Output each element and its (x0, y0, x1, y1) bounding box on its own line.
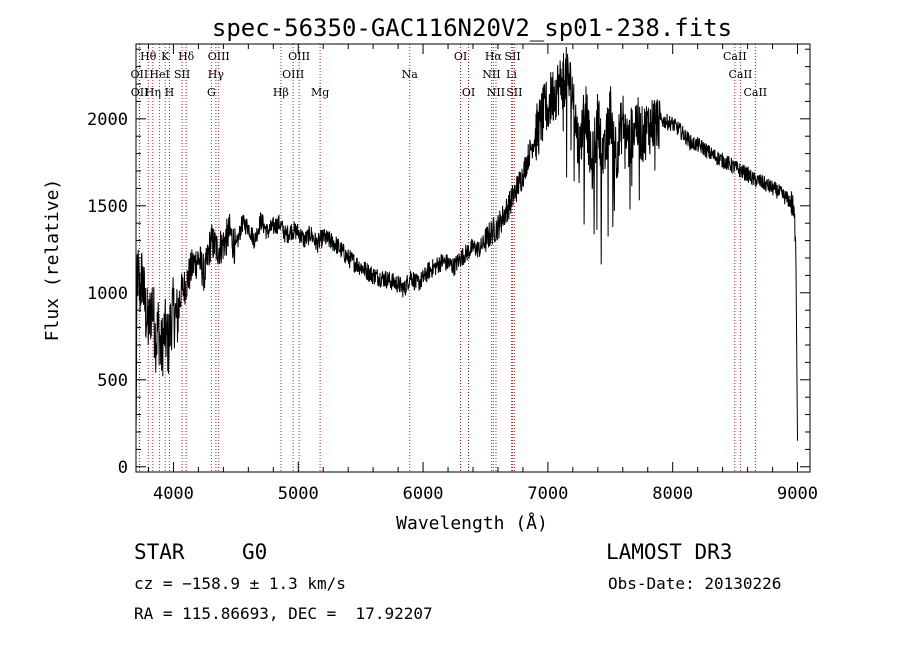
line-label-14: Na (402, 68, 419, 81)
x-tick-label-0: 4000 (153, 484, 194, 504)
line-label-20: H (165, 86, 175, 99)
y-axis-label: Flux (relative) (42, 179, 63, 342)
line-label-6: Hα (485, 50, 503, 63)
line-label-3: OIII (208, 50, 230, 63)
axis-tick-labels: 4000 5000 6000 7000 8000 9000 0 500 1000 1500 2000 (87, 110, 818, 504)
line-label-15: NII (482, 68, 500, 81)
plot-area (136, 46, 798, 441)
line-label-11: SII (174, 68, 190, 81)
line-label-27: CaII (743, 86, 767, 99)
x-tick-label-5: 9000 (777, 484, 818, 504)
line-label-13: OIII (282, 68, 304, 81)
line-label-19: Hη (145, 86, 161, 99)
spectrum-line (136, 46, 798, 441)
chart-title: spec-56350-GAC116N20V2_sp01-238.fits (212, 14, 732, 42)
line-label-16: Li (506, 68, 517, 81)
object-subclass: G0 (242, 540, 268, 564)
x-tick-label-1: 5000 (278, 484, 319, 504)
line-label-0: Hθ (140, 50, 157, 63)
line-label-1: K (161, 50, 170, 63)
line-label-7: SII (504, 50, 520, 63)
line-label-23: Mg (311, 86, 329, 99)
observation-date: Obs-Date: 20130226 (608, 574, 782, 593)
line-label-2: Hδ (178, 50, 195, 63)
line-label-21: G (207, 86, 216, 99)
plot-frame (135, 43, 811, 473)
axis-ticks (136, 44, 810, 472)
y-tick-label-3: 1500 (87, 197, 128, 217)
y-tick-label-2: 1000 (87, 284, 128, 304)
line-label-22: Hβ (273, 86, 289, 99)
line-label-24: OI (462, 86, 475, 99)
object-class: STAR (134, 540, 185, 564)
line-label-10: HeI (149, 68, 169, 81)
y-tick-label-1: 500 (97, 371, 128, 391)
x-axis-label: Wavelength (Å) (396, 512, 548, 534)
line-label-5: OI (454, 50, 467, 63)
coordinates: RA = 115.86693, DEC = 17.92207 (134, 604, 433, 623)
y-tick-label-0: 0 (118, 458, 128, 478)
line-label-18: OII (131, 86, 149, 99)
y-tick-label-4: 2000 (87, 110, 128, 130)
line-label-25: NII (487, 86, 505, 99)
line-label-8: CaII (723, 50, 747, 63)
survey-label: LAMOST DR3 (606, 540, 733, 564)
line-label-12: Hγ (208, 68, 225, 81)
line-label-26: SII (506, 86, 522, 99)
x-tick-label-2: 6000 (403, 484, 444, 504)
x-tick-label-4: 8000 (652, 484, 693, 504)
line-label-4: OIII (288, 50, 310, 63)
line-label-17: CaII (729, 68, 753, 81)
redshift-readout: cz = −158.9 ± 1.3 km/s (134, 574, 346, 593)
x-tick-label-3: 7000 (527, 484, 568, 504)
line-label-9: OII (131, 68, 149, 81)
